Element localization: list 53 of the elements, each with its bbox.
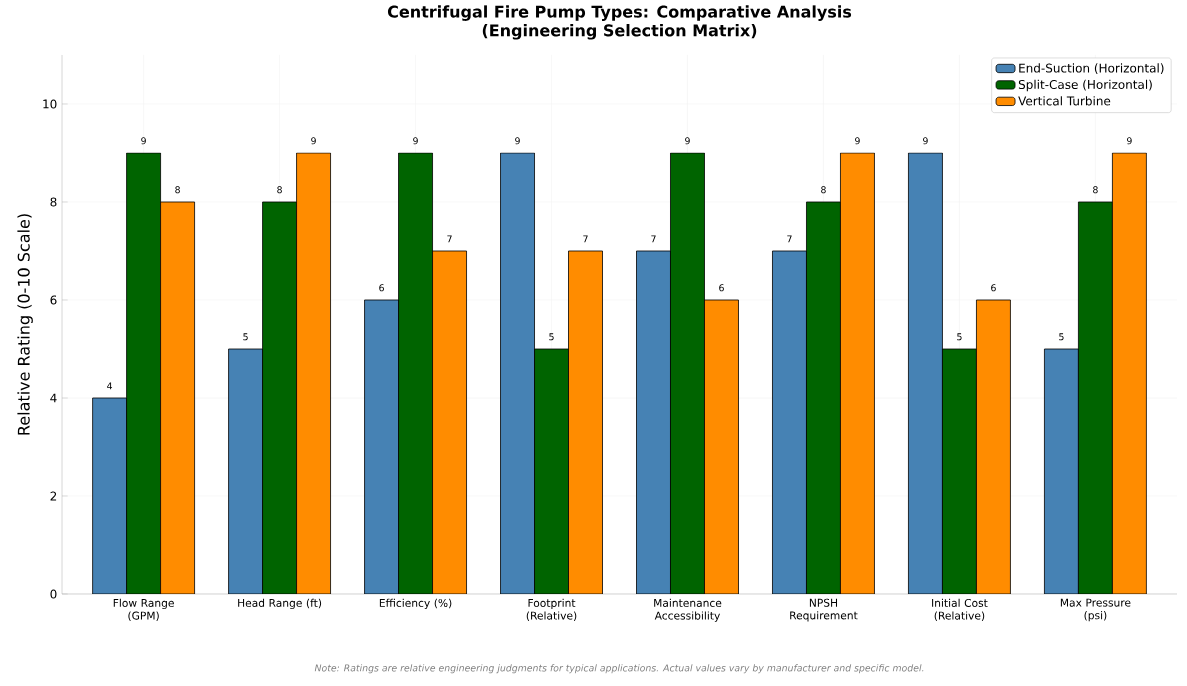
bar <box>1044 348 1079 594</box>
x-tick-label: NPSH Requirement <box>790 598 858 622</box>
data-label: 9 <box>1127 137 1132 145</box>
y-axis-title: Relative Rating (0-10 Scale) <box>17 214 33 435</box>
y-tick-label: 8 <box>50 197 57 207</box>
data-label: 5 <box>1059 333 1064 341</box>
y-tick-label: 10 <box>43 99 57 109</box>
data-label: 8 <box>821 186 826 194</box>
bar <box>92 397 127 594</box>
bar <box>772 250 807 594</box>
bar <box>500 152 535 594</box>
legend-label: End-Suction (Horizontal) <box>1019 63 1164 74</box>
bar <box>908 152 943 594</box>
data-label: 7 <box>447 235 452 243</box>
y-tick-label: 2 <box>50 491 57 501</box>
data-label: 9 <box>413 137 418 145</box>
x-tick-label: Footprint (Relative) <box>526 598 577 621</box>
bar <box>636 250 671 594</box>
chart-title: Centrifugal Fire Pump Types: Comparative Analysis <box>387 5 852 21</box>
x-tick-label: Flow Range (GPM) <box>113 598 174 621</box>
legend-label: Split-Case (Horizontal) <box>1018 79 1152 92</box>
chart-subtitle: (Engineering Selection Matrix) <box>482 24 757 40</box>
data-label: 5 <box>957 333 962 341</box>
y-tick-label: 0 <box>50 589 57 599</box>
data-label: 9 <box>923 137 928 145</box>
x-tick-label: Efficiency (%) <box>379 598 452 610</box>
data-label: 5 <box>243 333 248 341</box>
data-label: 7 <box>787 235 792 243</box>
data-label: 6 <box>719 284 724 292</box>
data-label: 8 <box>1093 186 1098 194</box>
data-label: 7 <box>583 235 588 243</box>
x-tick-label: Head Range (ft) <box>238 598 322 610</box>
data-label: 9 <box>141 137 146 145</box>
y-tick-label: 6 <box>50 295 57 305</box>
data-label: 4 <box>107 382 113 390</box>
data-label: 5 <box>549 333 554 341</box>
data-label: 7 <box>651 235 656 243</box>
data-label: 9 <box>515 137 520 145</box>
legend-label: Vertical Turbine <box>1018 96 1111 106</box>
data-label: 9 <box>855 137 860 145</box>
x-tick-label: Maintenance Accessibility <box>654 598 722 622</box>
data-label: 6 <box>991 284 996 292</box>
data-label: 8 <box>277 186 282 194</box>
data-label: 6 <box>379 284 384 292</box>
bar <box>228 348 263 594</box>
data-label: 9 <box>685 137 690 145</box>
text: Note: Ratings are relative engineering judgments for typical applications. Actual values vary by manufacturer and specific model. <box>314 664 924 674</box>
x-tick-label: Initial Cost (Relative) <box>932 598 988 621</box>
bar <box>364 299 399 594</box>
y-tick-label: 4 <box>50 393 57 403</box>
data-label: 8 <box>175 186 180 194</box>
x-tick-label: Max Pressure (psi) <box>1060 598 1131 622</box>
data-label: 9 <box>311 137 316 145</box>
